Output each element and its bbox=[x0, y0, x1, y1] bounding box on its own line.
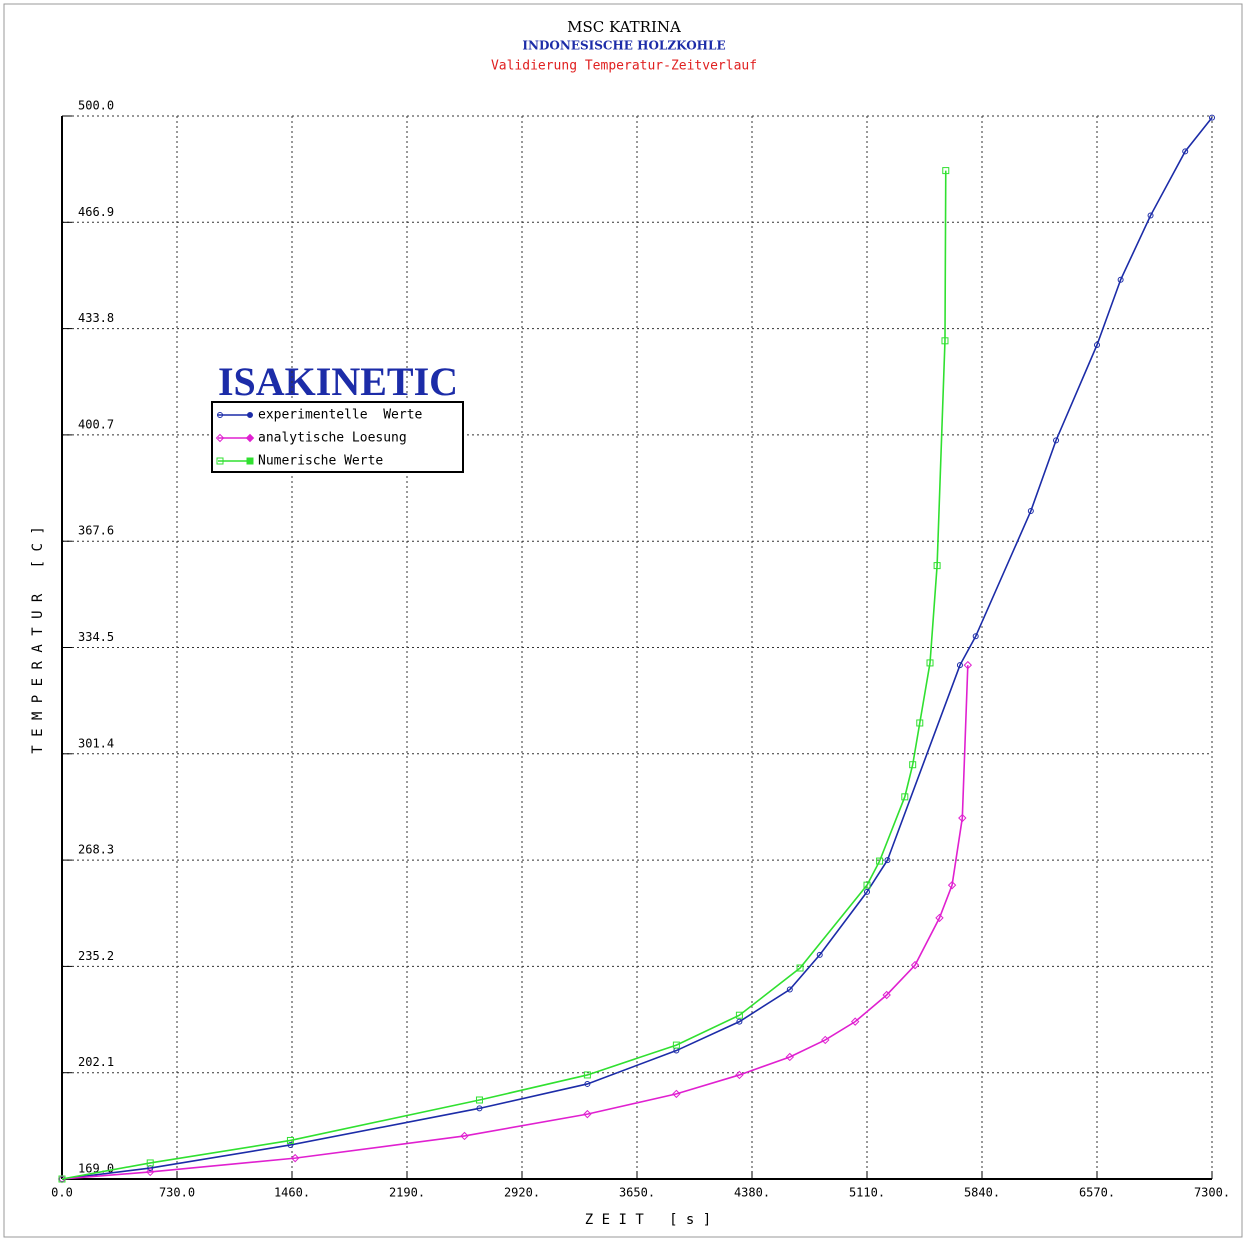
data-point bbox=[909, 761, 917, 769]
data-point bbox=[850, 1017, 860, 1026]
legend-marker bbox=[245, 433, 255, 443]
data-point bbox=[672, 1089, 681, 1099]
x-tick-label: 5840. bbox=[964, 1186, 1000, 1200]
chart-title: MSC KATRINA bbox=[567, 18, 681, 36]
series-line bbox=[61, 665, 969, 1180]
data-point bbox=[583, 1109, 592, 1119]
y-tick-label: 301.4 bbox=[78, 736, 114, 750]
legend-marker bbox=[247, 412, 253, 418]
data-point bbox=[1027, 508, 1034, 515]
chart-subtitle: Validierung Temperatur-Zeitverlauf bbox=[491, 59, 757, 74]
data-point bbox=[672, 1041, 680, 1049]
data-point bbox=[947, 880, 957, 890]
y-tick-label: 235.2 bbox=[78, 949, 114, 963]
data-point bbox=[884, 857, 891, 864]
data-point bbox=[901, 793, 909, 801]
series-line bbox=[61, 117, 1213, 1180]
x-tick-label: 2190. bbox=[389, 1186, 425, 1200]
data-point bbox=[1182, 148, 1189, 155]
data-point bbox=[956, 662, 963, 669]
y-axis-label: T E M P E R A T U R [ C ] bbox=[30, 526, 46, 754]
x-tick-label: 6570. bbox=[1079, 1186, 1115, 1200]
x-tick-label: 2920. bbox=[504, 1186, 540, 1200]
legend-marker bbox=[217, 412, 223, 418]
x-tick-label: 3650. bbox=[619, 1186, 655, 1200]
frame bbox=[3, 3, 1243, 1238]
legend-label: experimentelle Werte bbox=[258, 408, 423, 423]
data-point bbox=[935, 913, 944, 923]
data-point bbox=[876, 857, 884, 865]
data-point bbox=[821, 1035, 830, 1045]
data-point bbox=[1117, 276, 1124, 283]
data-point bbox=[1053, 437, 1060, 444]
data-point bbox=[958, 813, 967, 823]
legend-label: Numerische Werte bbox=[258, 454, 383, 469]
y-tick-label: 400.7 bbox=[78, 417, 114, 431]
data-point bbox=[286, 1136, 294, 1144]
data-point bbox=[146, 1167, 155, 1177]
data-point bbox=[916, 719, 924, 727]
legend-label: analytische Loesung bbox=[258, 431, 407, 446]
data-point bbox=[1209, 114, 1215, 121]
data-point bbox=[963, 660, 973, 670]
data-point bbox=[786, 986, 793, 993]
data-point bbox=[735, 1011, 743, 1019]
y-tick-label: 466.9 bbox=[78, 205, 114, 219]
data-point bbox=[864, 888, 870, 895]
x-tick-label: 730.0 bbox=[159, 1186, 195, 1200]
data-point bbox=[476, 1105, 483, 1112]
annotation: ISAKINETIC bbox=[218, 359, 458, 404]
data-point bbox=[736, 1018, 743, 1025]
data-point bbox=[816, 951, 823, 958]
data-point bbox=[290, 1153, 300, 1163]
data-point bbox=[584, 1080, 591, 1087]
data-point bbox=[1147, 212, 1154, 219]
series-line bbox=[61, 170, 947, 1180]
x-tick-label: 1460. bbox=[274, 1186, 310, 1200]
data-point bbox=[785, 1052, 795, 1062]
data-point bbox=[58, 1175, 66, 1183]
y-tick-label: 433.8 bbox=[78, 311, 114, 325]
legend-box bbox=[211, 401, 464, 473]
legend-marker bbox=[246, 457, 254, 465]
data-point bbox=[863, 881, 871, 889]
data-point bbox=[460, 1131, 469, 1141]
data-point bbox=[583, 1071, 591, 1079]
data-point bbox=[910, 960, 920, 970]
chart-subtitle: INDONESISCHE HOLZKOHLE bbox=[522, 39, 725, 53]
data-point bbox=[475, 1096, 483, 1104]
data-point bbox=[933, 562, 941, 570]
y-tick-label: 500.0 bbox=[78, 99, 114, 113]
legend-marker bbox=[216, 457, 224, 465]
data-point bbox=[942, 167, 950, 175]
data-point bbox=[735, 1070, 744, 1080]
x-tick-label: 0.0 bbox=[51, 1186, 73, 1200]
x-tick-label: 5110. bbox=[849, 1186, 885, 1200]
data-point bbox=[941, 337, 949, 345]
x-axis-label: Z E I T [ s ] bbox=[585, 1212, 711, 1228]
data-point bbox=[796, 964, 804, 972]
legend-marker bbox=[215, 433, 225, 443]
x-tick-label: 4380. bbox=[734, 1186, 770, 1200]
y-tick-label: 202.1 bbox=[78, 1055, 114, 1069]
data-point bbox=[287, 1141, 294, 1148]
y-tick-label: 367.6 bbox=[78, 524, 114, 538]
y-tick-label: 334.5 bbox=[78, 630, 114, 644]
data-point bbox=[972, 633, 979, 640]
data-point bbox=[926, 659, 934, 667]
y-tick-label: 169.0 bbox=[78, 1162, 114, 1176]
x-tick-label: 7300. bbox=[1194, 1186, 1230, 1200]
data-point bbox=[882, 990, 891, 1000]
y-tick-label: 268.3 bbox=[78, 843, 114, 857]
data-point bbox=[146, 1159, 154, 1167]
data-point bbox=[1094, 341, 1100, 348]
